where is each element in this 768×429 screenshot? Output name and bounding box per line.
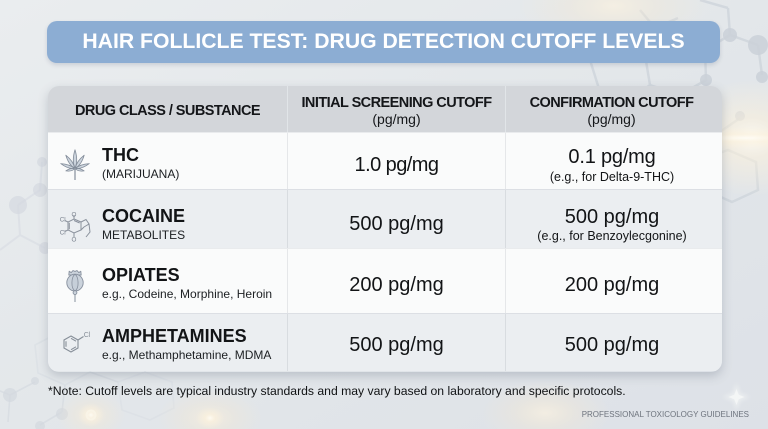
svg-text:Cl: Cl xyxy=(84,332,91,339)
svg-text:O: O xyxy=(72,211,77,218)
svg-text:Cl: Cl xyxy=(60,216,66,223)
svg-text:O: O xyxy=(72,236,77,243)
svg-text:Cl: Cl xyxy=(60,229,66,236)
